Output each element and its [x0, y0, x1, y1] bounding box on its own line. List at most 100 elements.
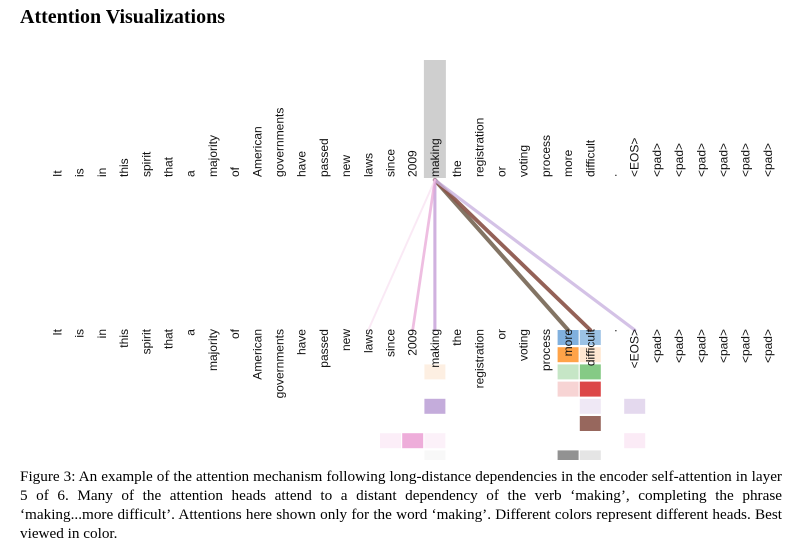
figure-caption: Figure 3: An example of the attention me… — [20, 468, 782, 542]
source-token: <pad> — [739, 143, 753, 177]
source-token: more — [561, 149, 575, 177]
attention-link — [433, 178, 637, 332]
attention-cell — [380, 433, 401, 449]
attention-figure: It is in this spirit that a majority of American g… — [51, 60, 775, 460]
target-token: governments — [273, 329, 287, 398]
attention-link — [411, 178, 437, 332]
attention-cell — [579, 347, 601, 363]
source-token: laws — [361, 153, 375, 177]
attention-link — [432, 177, 571, 333]
target-token: registration — [472, 329, 486, 388]
source-token: making — [428, 138, 442, 177]
source-token: voting — [517, 145, 531, 177]
source-token: or — [495, 166, 509, 177]
target-token: <pad> — [717, 329, 731, 363]
target-token: 2009 — [406, 329, 420, 356]
target-token: spirit — [139, 328, 153, 354]
attention-cell — [579, 416, 601, 431]
attention-cell — [557, 364, 579, 380]
query-highlight-layer — [423, 60, 446, 178]
source-token: <pad> — [672, 143, 686, 177]
attention-link — [367, 179, 436, 331]
attention-link-layer — [367, 177, 637, 333]
target-token: <pad> — [672, 329, 686, 363]
source-token: majority — [206, 135, 220, 177]
attention-cell — [579, 330, 601, 345]
attention-cell — [579, 398, 601, 414]
attention-cell — [424, 433, 446, 449]
attention-cell — [424, 398, 446, 414]
source-token: <EOS> — [628, 138, 642, 177]
target-token: passed — [317, 329, 331, 368]
source-token: a — [184, 170, 198, 177]
source-token: difficult — [583, 139, 597, 177]
source-token: 2009 — [406, 150, 420, 177]
attention-cell — [624, 398, 646, 414]
source-token: It — [51, 170, 65, 177]
target-token: or — [495, 329, 509, 340]
target-token: new — [339, 329, 353, 351]
source-token: <pad> — [717, 143, 731, 177]
query-token-highlight — [423, 60, 446, 178]
attention-cell — [579, 450, 601, 460]
target-token: this — [117, 329, 131, 348]
attention-cell — [579, 381, 601, 397]
source-token: <pad> — [694, 143, 708, 177]
attention-cell — [424, 450, 446, 460]
source-token: is — [73, 168, 87, 177]
attention-cell — [557, 450, 579, 460]
attention-link — [432, 178, 593, 332]
source-token: spirit — [139, 151, 153, 177]
target-token: majority — [206, 329, 220, 371]
target-token: It — [51, 328, 65, 335]
target-token: the — [450, 329, 464, 346]
source-token: <pad> — [761, 143, 775, 177]
source-token: <pad> — [650, 143, 664, 177]
target-token: <pad> — [694, 329, 708, 363]
source-token: registration — [472, 118, 486, 177]
target-token-row: It is in this spirit that a majority of American g… — [51, 328, 775, 398]
source-token: passed — [317, 138, 331, 177]
attention-cell — [557, 347, 579, 363]
attention-cell — [402, 433, 424, 449]
target-token: is — [73, 329, 87, 338]
source-token: American — [250, 126, 264, 177]
target-token: since — [384, 329, 398, 357]
attention-cell — [424, 364, 446, 380]
target-token: process — [539, 329, 553, 371]
source-token: . — [606, 174, 620, 177]
target-token: . — [606, 329, 620, 332]
source-token: in — [95, 168, 109, 177]
target-token: of — [228, 328, 242, 339]
source-token-row: It is in this spirit that a majority of American g… — [51, 108, 775, 177]
attention-cell — [579, 364, 601, 380]
source-token: of — [228, 166, 242, 177]
source-token: new — [339, 155, 353, 177]
source-token: the — [450, 160, 464, 177]
target-token: have — [295, 329, 309, 355]
source-token: process — [539, 135, 553, 177]
target-token: <pad> — [761, 329, 775, 363]
source-token: governments — [273, 108, 287, 177]
target-token: more — [561, 329, 575, 357]
target-token: American — [250, 329, 264, 380]
source-token: that — [162, 156, 176, 177]
target-token: a — [184, 329, 198, 336]
attention-cell — [557, 381, 579, 397]
target-token: <EOS> — [628, 329, 642, 368]
target-token: making — [428, 329, 442, 368]
source-token: since — [384, 149, 398, 177]
section-heading: Attention Visualizations — [20, 6, 226, 28]
target-token: <pad> — [650, 329, 664, 363]
attention-cell — [557, 330, 579, 345]
target-token: difficult — [583, 328, 597, 366]
attention-cell — [624, 433, 646, 449]
attention-cell-layer — [380, 330, 646, 460]
source-token: this — [117, 158, 131, 177]
source-token: have — [295, 151, 309, 177]
target-token: laws — [361, 329, 375, 353]
target-token: <pad> — [739, 329, 753, 363]
target-token: voting — [517, 329, 531, 361]
target-token: in — [95, 329, 109, 338]
target-token: that — [162, 328, 176, 349]
